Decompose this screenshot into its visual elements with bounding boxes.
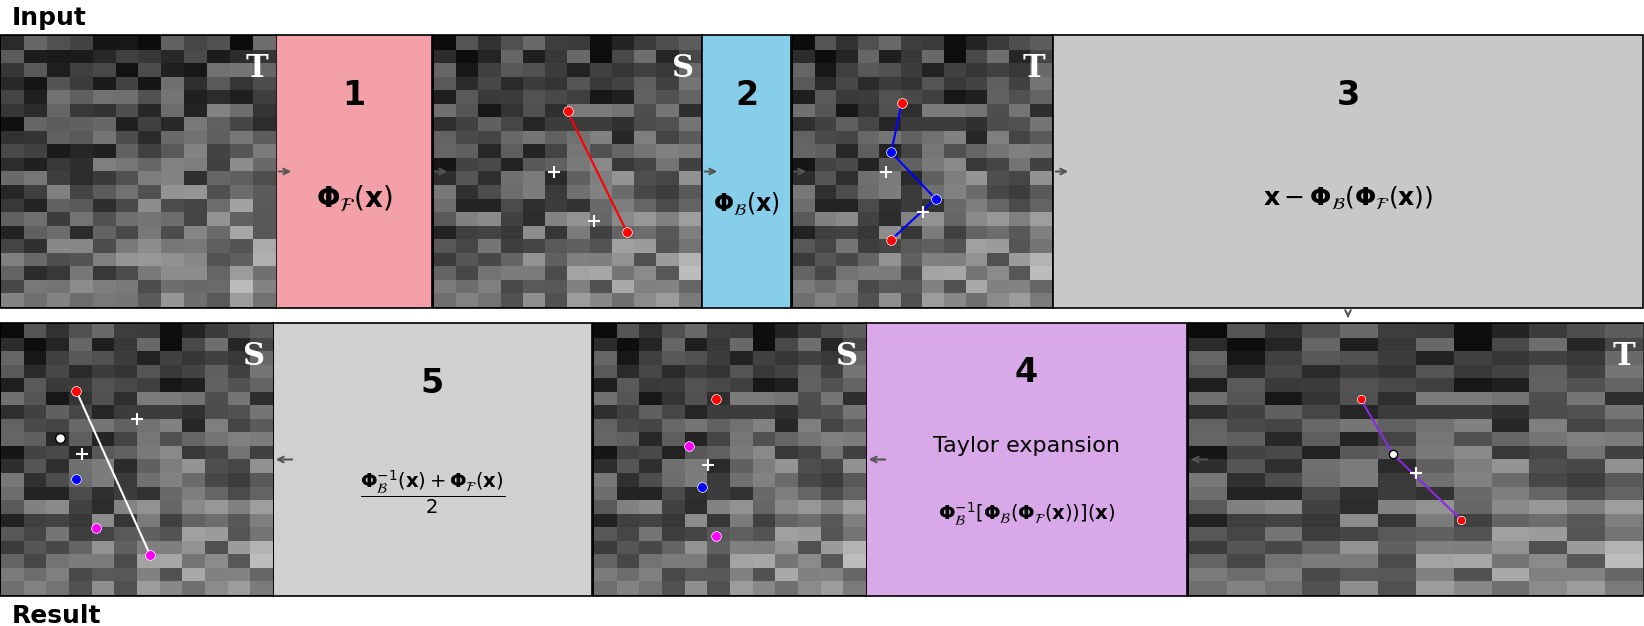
Text: 2: 2	[735, 78, 758, 111]
Bar	[1054, 35, 1642, 308]
Bar	[702, 35, 791, 308]
Bar	[593, 323, 866, 596]
Text: $\mathbf{\Phi}_{\mathcal{B}}(\mathbf{x})$: $\mathbf{\Phi}_{\mathcal{B}}(\mathbf{x})…	[713, 191, 779, 218]
Text: Taylor expansion: Taylor expansion	[934, 436, 1120, 456]
Text: Result: Result	[12, 604, 102, 626]
Bar	[1189, 323, 1642, 596]
Text: $\dfrac{\mathbf{\Phi}_{\mathcal{B}}^{-1}(\mathbf{x})+\mathbf{\Phi}_{\mathcal{F}}: $\dfrac{\mathbf{\Phi}_{\mathcal{B}}^{-1}…	[360, 468, 505, 516]
Bar	[432, 35, 702, 308]
Text: $\mathbf{\Phi}_{\mathcal{F}}(\mathbf{x})$: $\mathbf{\Phi}_{\mathcal{F}}(\mathbf{x})…	[316, 183, 393, 214]
Text: 3: 3	[1337, 78, 1360, 111]
Text: T: T	[1023, 53, 1046, 84]
Bar	[792, 35, 1054, 308]
Text: 4: 4	[1014, 356, 1037, 389]
Text: Input: Input	[12, 6, 87, 30]
Text: S: S	[835, 341, 858, 372]
Text: $\mathbf{\Phi}_{\mathcal{B}}^{-1}[\mathbf{\Phi}_{\mathcal{B}}(\mathbf{\Phi}_{\ma: $\mathbf{\Phi}_{\mathcal{B}}^{-1}[\mathb…	[937, 500, 1115, 528]
Bar	[866, 323, 1187, 596]
Bar	[0, 35, 276, 308]
Text: 1: 1	[342, 78, 365, 111]
Text: $\mathbf{x}-\mathbf{\Phi}_{\mathcal{B}}(\mathbf{\Phi}_{\mathcal{F}}(\mathbf{x})): $\mathbf{x}-\mathbf{\Phi}_{\mathcal{B}}(…	[1263, 185, 1434, 212]
Text: T: T	[245, 53, 268, 84]
Bar	[273, 323, 592, 596]
Text: S: S	[243, 341, 265, 372]
Bar	[0, 323, 273, 596]
Text: S: S	[672, 53, 694, 84]
Text: 5: 5	[421, 367, 444, 399]
Bar	[276, 35, 432, 308]
Text: T: T	[1613, 341, 1636, 372]
